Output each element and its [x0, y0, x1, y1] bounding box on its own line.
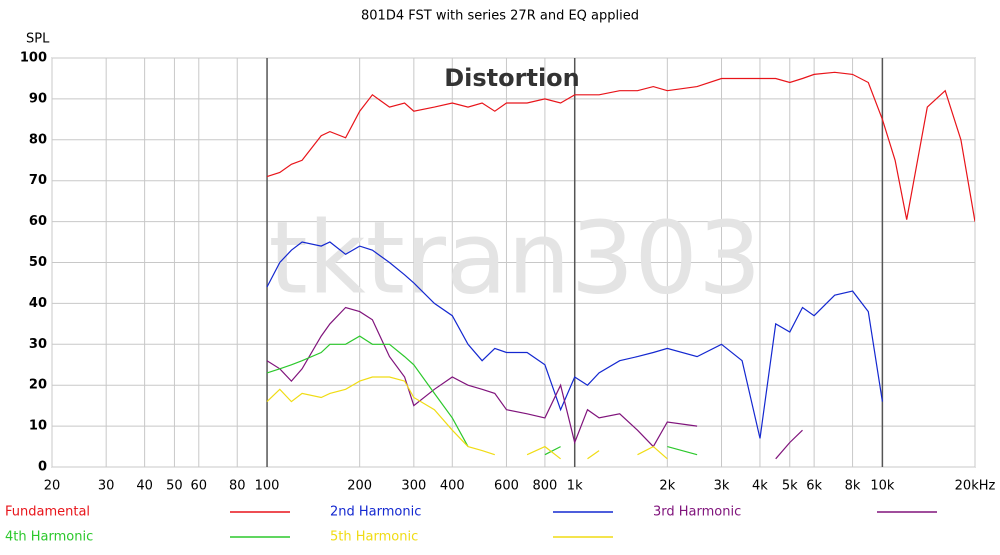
legend-label: 3rd Harmonic	[653, 505, 741, 520]
y-tick-label: 30	[29, 337, 47, 352]
x-tick-label: 3k	[714, 479, 730, 494]
legend-label: Fundamental	[5, 505, 90, 520]
x-tick-label: 10k	[870, 479, 895, 494]
y-tick-label: 60	[29, 214, 47, 229]
x-tick-label: 30	[98, 479, 115, 494]
chart-title: 801D4 FST with series 27R and EQ applied	[361, 9, 639, 24]
legend-label: 4th Harmonic	[5, 530, 93, 545]
y-tick-label: 90	[29, 91, 47, 106]
x-tick-label: 60	[191, 479, 208, 494]
series-line	[266, 335, 698, 456]
x-tick-label: 400	[440, 479, 465, 494]
y-tick-label: 20	[29, 378, 47, 393]
y-tick-label: 50	[29, 255, 47, 270]
y-tick-label: 70	[29, 173, 47, 188]
x-tick-label: 20kHz	[955, 479, 996, 494]
y-tick-label: 0	[38, 460, 47, 475]
y-tick-label: 100	[20, 51, 47, 66]
y-axis-label: SPL	[26, 32, 50, 47]
x-tick-label: 200	[347, 479, 372, 494]
x-tick-label: 100	[255, 479, 280, 494]
y-tick-label: 10	[29, 419, 47, 434]
x-tick-label: 8k	[845, 479, 861, 494]
x-tick-label: 6k	[806, 479, 822, 494]
x-tick-label: 600	[494, 479, 519, 494]
x-tick-label: 4k	[752, 479, 768, 494]
x-tick-label: 300	[401, 479, 426, 494]
x-tick-label: 5k	[782, 479, 798, 494]
x-tick-label: 1k	[567, 479, 583, 494]
y-tick-label: 80	[29, 132, 47, 147]
legend-label: 2nd Harmonic	[330, 505, 421, 520]
x-tick-label: 800	[532, 479, 557, 494]
x-tick-label: 2k	[659, 479, 675, 494]
y-tick-label: 40	[29, 296, 47, 311]
series-line	[266, 71, 975, 222]
series-line	[266, 376, 668, 460]
series-line	[266, 241, 883, 439]
legend-label: 5th Harmonic	[330, 530, 418, 545]
x-tick-label: 50	[166, 479, 183, 494]
x-tick-label: 80	[229, 479, 246, 494]
x-tick-label: 20	[44, 479, 61, 494]
series-line	[266, 306, 803, 460]
x-tick-label: 40	[136, 479, 153, 494]
grid	[51, 57, 976, 468]
annotation: Distortion	[444, 64, 580, 92]
watermark: tktran303	[269, 199, 762, 316]
